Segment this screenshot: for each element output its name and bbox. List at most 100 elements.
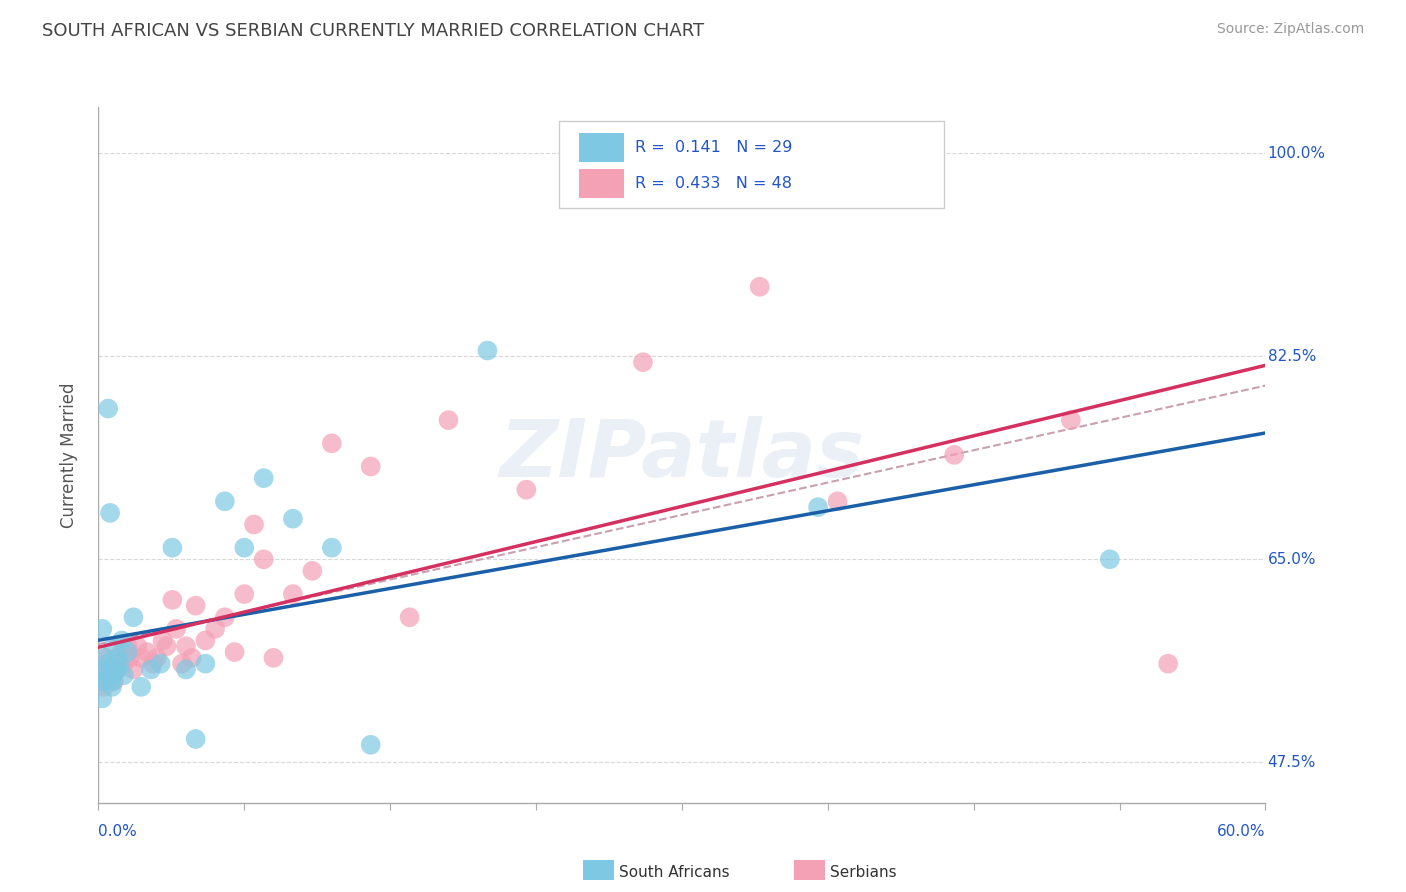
Point [184, 731, 207, 746]
Point [321, 541, 343, 555]
Point [127, 640, 149, 654]
Point [103, 640, 125, 654]
Point [142, 657, 165, 671]
Point [91, 691, 114, 706]
Point [807, 500, 830, 514]
Bar [579, 169, 624, 198]
Point [91, 674, 114, 689]
Point [155, 640, 177, 654]
Point [224, 645, 246, 659]
Point [98, 657, 121, 671]
Point [162, 593, 184, 607]
Point [321, 436, 343, 450]
Point [93, 680, 115, 694]
Point [96, 674, 118, 689]
Point [233, 541, 256, 555]
Point [165, 622, 187, 636]
Point [943, 448, 966, 462]
Text: South Africans: South Africans [619, 865, 730, 880]
Point [253, 552, 276, 566]
Point [139, 662, 162, 676]
Point [204, 622, 226, 636]
Point [174, 640, 197, 654]
Point [1060, 413, 1083, 427]
Point [107, 657, 129, 671]
Point [1098, 552, 1121, 566]
Point [827, 494, 849, 508]
Point [146, 651, 169, 665]
Point [360, 459, 382, 474]
Point [243, 517, 266, 532]
Point [101, 674, 124, 689]
Point [107, 662, 129, 676]
Text: 100.0%: 100.0% [1268, 146, 1326, 161]
Point [281, 587, 304, 601]
Point [214, 494, 236, 508]
Y-axis label: Currently Married: Currently Married [59, 382, 77, 528]
Point [233, 587, 256, 601]
Point [129, 680, 152, 694]
Point [214, 610, 236, 624]
Text: Source: ZipAtlas.com: Source: ZipAtlas.com [1216, 22, 1364, 37]
Point [184, 599, 207, 613]
Point [111, 633, 134, 648]
FancyBboxPatch shape [560, 121, 945, 208]
Point [101, 680, 124, 694]
Text: 65.0%: 65.0% [1268, 552, 1316, 566]
Point [111, 645, 134, 659]
Point [262, 651, 284, 665]
Point [112, 668, 135, 682]
Point [93, 651, 115, 665]
Point [104, 662, 127, 676]
Point [97, 662, 120, 676]
Text: ZIPatlas: ZIPatlas [499, 416, 865, 494]
Text: SOUTH AFRICAN VS SERBIAN CURRENTLY MARRIED CORRELATION CHART: SOUTH AFRICAN VS SERBIAN CURRENTLY MARRI… [42, 22, 704, 40]
Point [162, 541, 184, 555]
Text: 60.0%: 60.0% [1218, 823, 1265, 838]
Point [97, 657, 120, 671]
Point [152, 633, 174, 648]
Point [170, 657, 193, 671]
Point [107, 651, 129, 665]
Bar [579, 133, 624, 162]
Text: Serbians: Serbians [830, 865, 896, 880]
Point [98, 506, 121, 520]
Point [97, 668, 120, 682]
Point [104, 662, 127, 676]
Text: 0.0%: 0.0% [98, 823, 138, 838]
Text: 47.5%: 47.5% [1268, 755, 1316, 770]
Point [112, 657, 135, 671]
Point [129, 651, 152, 665]
Point [253, 471, 276, 485]
Point [398, 610, 420, 624]
Point [631, 355, 654, 369]
Point [108, 657, 131, 671]
Point [748, 280, 770, 294]
Point [117, 645, 139, 659]
Point [122, 610, 145, 624]
Point [118, 651, 141, 665]
Point [180, 651, 202, 665]
Point [194, 633, 217, 648]
Point [194, 657, 217, 671]
Point [96, 662, 118, 676]
Text: R =  0.141   N = 29: R = 0.141 N = 29 [636, 140, 793, 155]
Point [117, 640, 139, 654]
Point [301, 564, 323, 578]
Point [103, 674, 125, 689]
Point [515, 483, 537, 497]
Point [122, 662, 145, 676]
Point [477, 343, 499, 358]
Text: R =  0.433   N = 48: R = 0.433 N = 48 [636, 176, 792, 191]
Point [437, 413, 460, 427]
Point [104, 662, 127, 676]
Point [96, 651, 118, 665]
Text: 82.5%: 82.5% [1268, 349, 1316, 364]
Point [360, 738, 382, 752]
Point [91, 622, 114, 636]
Point [93, 674, 115, 689]
Point [136, 645, 159, 659]
Point [149, 657, 172, 671]
Point [174, 662, 197, 676]
Point [1157, 657, 1180, 671]
